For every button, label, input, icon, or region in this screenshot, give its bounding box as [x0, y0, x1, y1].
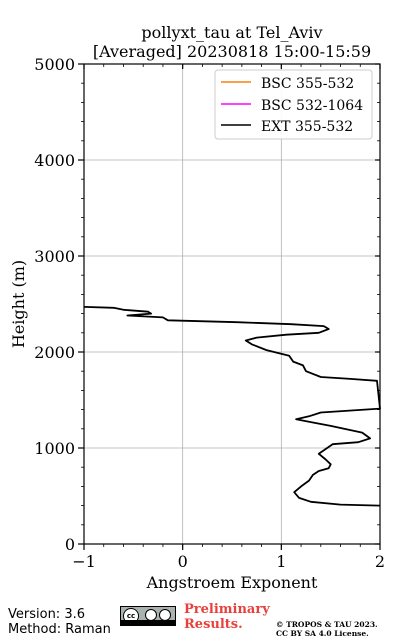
preliminary-line1: Preliminary [184, 602, 270, 617]
series-line-2 [83, 306, 381, 507]
angstroem-profile-figure: pollyxt_tau at Tel_Aviv [Averaged] 20230… [9, 23, 385, 592]
legend: BSC 355-532 BSC 532-1064 EXT 355-532 [214, 69, 373, 140]
chart-title-line1: pollyxt_tau at Tel_Aviv [141, 23, 322, 42]
legend-label-bsc355532: BSC 355-532 [261, 76, 354, 92]
series-lines [83, 306, 381, 507]
copyright-line2: CC BY SA 4.0 License. [276, 629, 369, 638]
x-tick-label: −1 [72, 552, 96, 571]
y-axis-label: Height (m) [9, 260, 28, 348]
legend-label-ext355532: EXT 355-532 [261, 119, 353, 135]
grid-lines [84, 64, 380, 544]
axis-ticks [78, 63, 381, 550]
x-axis-label: Angstroem Exponent [146, 573, 318, 592]
y-tick-label: 1000 [34, 439, 75, 458]
y-tick-label: 4000 [34, 151, 75, 170]
copyright-line1: © TROPOS & TAU 2023. [276, 620, 378, 629]
badge-strip [121, 620, 175, 625]
preliminary-note: Preliminary Results. [184, 602, 270, 632]
legend-label-bsc5321064: BSC 532-1064 [261, 98, 363, 114]
legend-box [214, 69, 373, 140]
version-text: Version: 3.6 [8, 607, 85, 622]
plot-frame [83, 63, 381, 545]
cc-license-badge: cc [120, 606, 176, 626]
x-tick-label: 2 [375, 552, 385, 571]
preliminary-line2: Results. [184, 617, 243, 632]
x-tick-label: 0 [178, 552, 188, 571]
y-tick-label: 2000 [34, 343, 75, 362]
copyright-note: © TROPOS & TAU 2023. CC BY SA 4.0 Licens… [276, 620, 378, 638]
chart-title-line2: [Averaged] 20230818 15:00-15:59 [93, 42, 371, 61]
y-tick-label: 5000 [34, 55, 75, 74]
y-tick-label: 3000 [34, 247, 75, 266]
y-tick-label: 0 [65, 535, 75, 554]
x-tick-label: 1 [276, 552, 286, 571]
method-text: Method: Raman [8, 622, 111, 637]
